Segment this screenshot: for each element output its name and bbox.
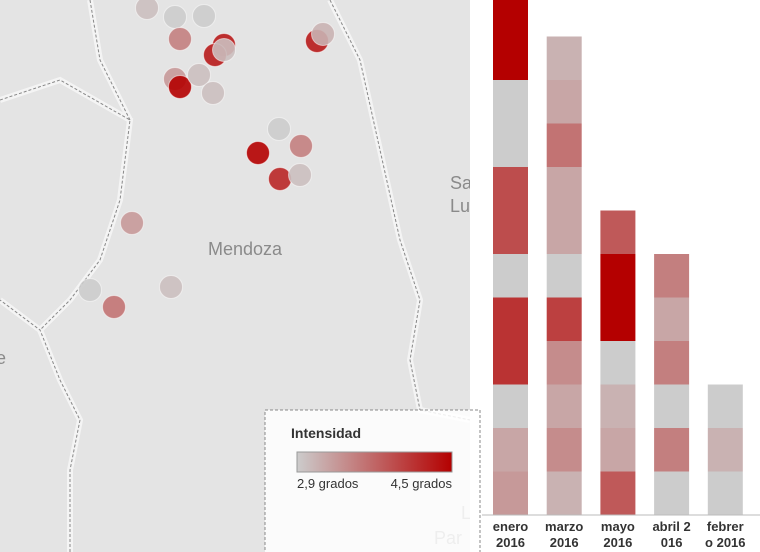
bar-segment [654, 297, 690, 341]
bar-segment [600, 384, 636, 428]
bar-segment [546, 80, 582, 124]
bar-segment [600, 210, 636, 254]
bar-segment [546, 384, 582, 428]
bar-segment [707, 428, 743, 472]
bar-segment [493, 297, 528, 341]
legend-min-label: 2,9 grados [297, 476, 359, 491]
bar-segment [654, 254, 690, 298]
earthquake-point [246, 141, 270, 165]
earthquake-point [288, 163, 312, 187]
earthquake-point [135, 0, 159, 20]
legend-box [264, 409, 481, 552]
bar-segment [546, 210, 582, 254]
bar-segment [546, 254, 582, 298]
bar-segment [654, 384, 690, 428]
category-label: mayo 2016 [600, 519, 635, 550]
map-label: Lu [450, 196, 470, 216]
bar-segment [493, 384, 528, 428]
legend-max-label: 4,5 grados [391, 476, 453, 491]
bar-segment [546, 341, 582, 385]
bar-segment [654, 341, 690, 385]
map-label: e [0, 348, 6, 368]
earthquake-point [192, 4, 216, 28]
bar-segment [493, 0, 528, 37]
bar-segment [493, 254, 528, 298]
legend-gradient [296, 451, 453, 473]
bar-segment [707, 384, 743, 428]
earthquake-point [102, 295, 126, 319]
earthquake-point [201, 81, 225, 105]
earthquake-point [187, 63, 211, 87]
category-label: abril 2016 [652, 519, 691, 550]
earthquake-point [163, 5, 187, 29]
bar-segment [493, 471, 528, 515]
bar-segment [654, 428, 690, 472]
category-label: febrero 2016 [705, 519, 746, 550]
earthquake-point [268, 167, 292, 191]
earthquake-point [168, 75, 192, 99]
map-label: Sa [450, 173, 473, 193]
map-label: Mendoza [208, 239, 283, 259]
earthquake-point [212, 38, 236, 62]
bar-segment [546, 167, 582, 211]
bar-segment [493, 428, 528, 472]
category-label: marzo 2016 [545, 519, 584, 550]
bar-segment [493, 36, 528, 80]
bar-segment [546, 428, 582, 472]
bar-segment [707, 471, 743, 515]
bar-segment [546, 297, 582, 341]
bar-segment [654, 471, 690, 515]
earthquake-point [267, 117, 291, 141]
bar-segment [493, 80, 528, 124]
earthquake-point [159, 275, 183, 299]
legend-title: Intensidad [291, 425, 361, 441]
bar-segment [493, 210, 528, 254]
bar-segment [600, 297, 636, 341]
bar-segment [600, 254, 636, 298]
bar-segment [493, 167, 528, 211]
bar-segment [600, 471, 636, 515]
earthquake-point [78, 278, 102, 302]
bar-segment [600, 341, 636, 385]
bar-segment [600, 428, 636, 472]
bar-segment [493, 341, 528, 385]
bar-segment [493, 123, 528, 167]
earthquake-point [168, 27, 192, 51]
bar-segment [546, 36, 582, 80]
bar-segment [546, 123, 582, 167]
bar-segment [546, 471, 582, 515]
earthquake-point [289, 134, 313, 158]
category-label: enero 2016 [492, 519, 529, 550]
province-border [0, 0, 471, 552]
earthquake-point [120, 211, 144, 235]
earthquake-point [311, 22, 335, 46]
